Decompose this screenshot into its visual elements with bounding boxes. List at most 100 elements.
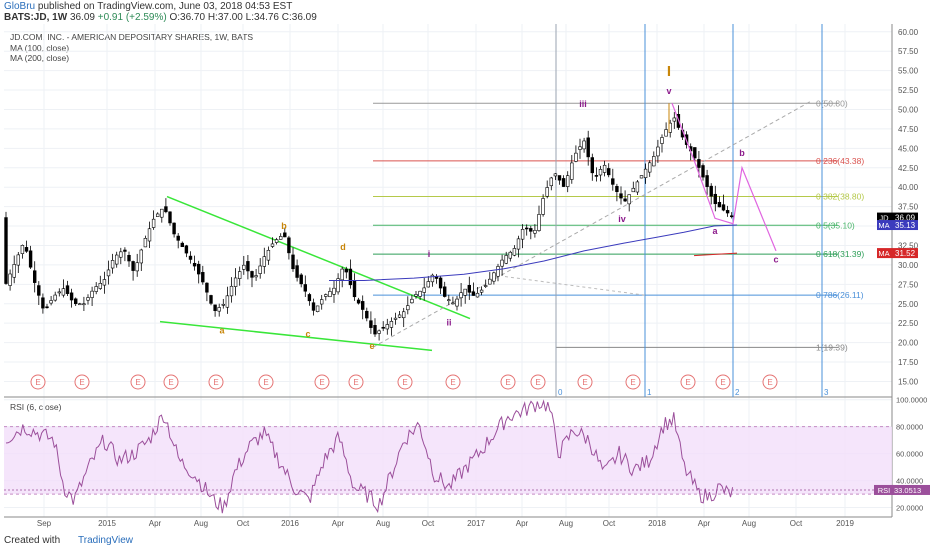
candle-body	[725, 210, 730, 214]
candle-body	[496, 266, 500, 277]
candle-body	[627, 194, 631, 205]
candle-body	[565, 175, 570, 187]
candle-body	[717, 201, 722, 208]
price-tag-label: MA	[878, 221, 889, 230]
candle-body	[516, 238, 521, 250]
price-tag-label-bg	[877, 212, 892, 223]
candle-body	[143, 238, 148, 248]
wave-label-iv: iv	[618, 214, 626, 224]
candle-body	[553, 173, 558, 177]
candle-body	[418, 290, 422, 297]
wave-label-ii: ii	[446, 318, 451, 328]
candle-body	[160, 208, 164, 218]
price-tick: 22.50	[898, 319, 919, 328]
candle-body	[561, 178, 566, 187]
candle-body	[262, 256, 266, 267]
candle-body	[233, 277, 238, 287]
wave-label-a: a	[712, 226, 718, 236]
candle-body	[291, 254, 295, 270]
earnings-marker	[500, 374, 516, 390]
candle-body	[463, 288, 467, 296]
price-tick: 47.50	[898, 125, 919, 134]
candle-body	[713, 193, 718, 205]
candle-body	[65, 285, 70, 294]
candle-body	[549, 177, 554, 187]
price-tag-label-bg	[877, 248, 892, 259]
time-tick: Aug	[194, 519, 208, 528]
candle-body	[488, 278, 492, 285]
earnings-marker	[163, 374, 179, 390]
wave-label-b: b	[281, 221, 287, 231]
time-tick: Oct	[422, 519, 435, 528]
candle-body	[139, 249, 143, 264]
candle-body	[106, 269, 111, 277]
candle-body	[705, 175, 709, 187]
ma100-legend[interactable]: MA (100, close)	[10, 43, 70, 53]
price-tick: 57.50	[898, 47, 919, 56]
candle-body	[397, 314, 402, 318]
time-zone-label: 0	[558, 388, 563, 397]
candle-body	[28, 250, 33, 268]
price-tag-value: 31.52	[895, 249, 916, 258]
price-tick: 45.00	[898, 144, 919, 153]
candle-body	[594, 175, 599, 177]
candle-body	[410, 298, 414, 304]
candle-body	[270, 243, 275, 247]
wave-label-iii: iii	[579, 99, 587, 109]
earnings-marker	[314, 374, 330, 390]
earnings-label: E	[213, 378, 218, 387]
tradingview-logo[interactable]: TradingView	[78, 535, 134, 546]
rsi-tick: 80.0000	[896, 423, 923, 432]
chart-canvas[interactable]: 0(50.80) 0.236(43.38) 0.382(38.80) 0.5(35.1…	[0, 0, 932, 530]
candle-body	[459, 292, 463, 299]
candle-body	[45, 306, 49, 309]
candle-body	[324, 294, 328, 297]
candle-body	[467, 284, 471, 293]
candle-body	[598, 169, 603, 176]
trendlines	[159, 101, 811, 352]
price-tag-bg	[892, 248, 918, 259]
candle-body	[709, 185, 713, 197]
candle-body	[504, 255, 508, 264]
price-tick: 25.00	[898, 300, 919, 309]
rsi-tick: 40.0000	[896, 477, 923, 486]
candle-body	[254, 275, 258, 278]
candle-body	[606, 168, 611, 176]
candle-body	[647, 162, 652, 173]
symbol-line: BATS:JD, 1W 36.09 +0.91 (+2.59%) O:36.70…	[4, 12, 317, 23]
rsi-tag-label: RSI	[878, 486, 891, 495]
ma200-legend[interactable]: MA (200, close)	[10, 53, 70, 63]
candle-body	[98, 283, 103, 289]
earnings-marker	[130, 374, 146, 390]
candle-body	[315, 305, 320, 312]
price-tick: 37.50	[898, 203, 919, 212]
price-tick: 60.00	[898, 28, 919, 37]
candle-body	[541, 198, 545, 215]
candle-body	[217, 307, 221, 312]
earnings-marker	[762, 374, 778, 390]
rsi-legend[interactable]: RSI (6, close)	[10, 402, 62, 412]
candle-body	[520, 229, 525, 240]
earnings-marker	[680, 374, 696, 390]
candle-body	[623, 198, 627, 202]
candle-body	[729, 215, 734, 218]
candle-body	[631, 187, 636, 193]
candle-body	[336, 278, 340, 293]
candle-body	[508, 251, 512, 259]
candle-body	[332, 287, 336, 295]
earnings-label: E	[168, 378, 173, 387]
axes: 60.00 57.50 55.00 52.50 50.00 47.50 45.00 42.50…	[37, 28, 930, 528]
candle-body	[78, 303, 82, 306]
candle-body	[225, 295, 230, 308]
earnings-label: E	[135, 378, 140, 387]
wave-label-d: d	[340, 242, 346, 252]
time-tick: Oct	[790, 519, 803, 528]
price-tick: 30.00	[898, 261, 919, 270]
author-link[interactable]: GloBru	[4, 1, 36, 12]
wave-label-i: i	[428, 249, 431, 259]
earnings-label: E	[535, 378, 540, 387]
candle-body	[57, 291, 62, 294]
candle-body	[164, 206, 168, 213]
time-tick: Aug	[376, 519, 390, 528]
candle-body	[180, 242, 184, 248]
